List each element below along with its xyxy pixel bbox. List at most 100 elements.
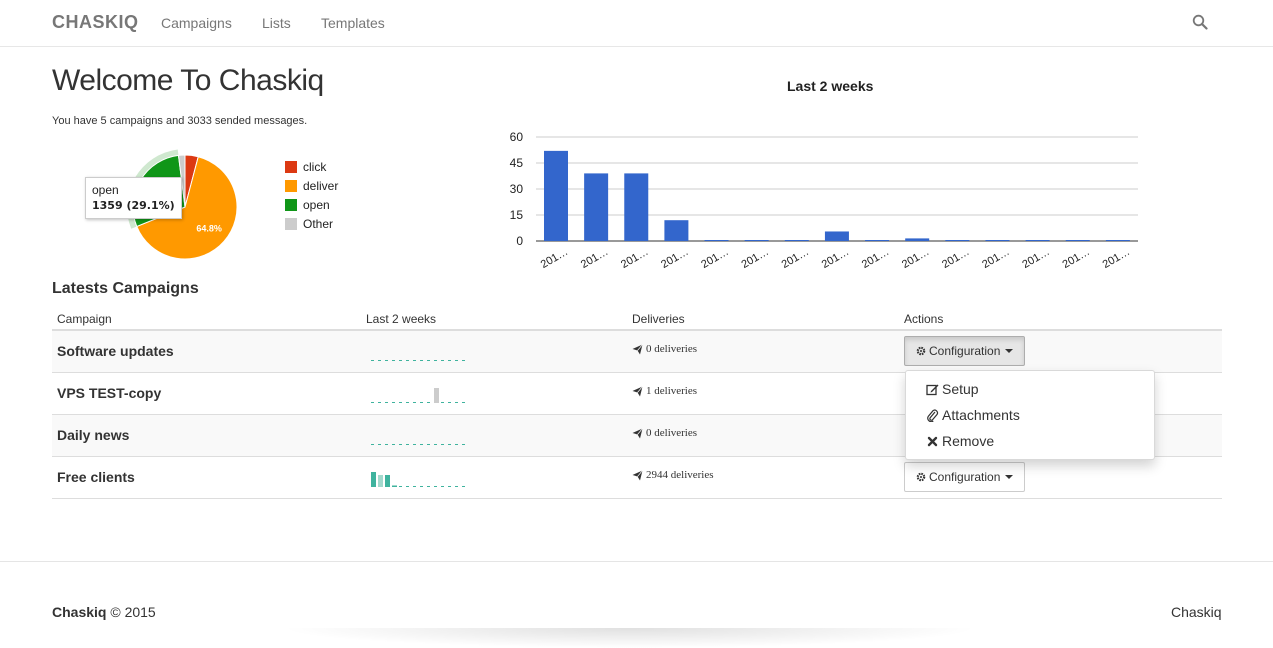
x-tick-label: 201… bbox=[1020, 246, 1051, 271]
page-title: Welcome To Chaskiq bbox=[52, 64, 324, 97]
configuration-label: Configuration bbox=[929, 344, 1001, 358]
legend-item-other[interactable]: Other bbox=[285, 214, 338, 233]
dropdown-item-remove[interactable]: Remove bbox=[906, 428, 1154, 454]
legend-swatch bbox=[285, 198, 297, 211]
sparkline bbox=[371, 388, 467, 403]
x-tick-label: 201… bbox=[860, 246, 891, 271]
table-row: Free clients 2944 deliveries Configuration bbox=[52, 457, 1222, 499]
campaigns-title: Latests Campaigns bbox=[52, 280, 199, 297]
x-tick-label: 201… bbox=[900, 246, 931, 271]
footer-brand: Chaskiq bbox=[52, 604, 107, 620]
bar[interactable] bbox=[985, 240, 1010, 241]
sparkline-cell bbox=[361, 457, 627, 498]
bar[interactable] bbox=[664, 220, 689, 241]
nav-campaigns[interactable]: Campaigns bbox=[161, 15, 232, 31]
x-tick-label: 201… bbox=[1061, 246, 1092, 271]
configuration-button[interactable]: Configuration bbox=[904, 462, 1026, 492]
search-icon[interactable] bbox=[1192, 14, 1208, 30]
pie-slice-deliver[interactable] bbox=[136, 156, 238, 260]
footer-year: © 2015 bbox=[110, 604, 156, 620]
table-row: VPS TEST-copy 1 deliveries bbox=[52, 373, 1222, 415]
footer-divider bbox=[0, 561, 1273, 562]
campaign-name[interactable]: Software updates bbox=[57, 343, 174, 359]
dropdown-item-attachments[interactable]: Attachments bbox=[906, 402, 1154, 428]
paper-plane-icon bbox=[632, 344, 643, 355]
deliveries-cell: 0 deliveries bbox=[627, 415, 899, 456]
legend-item-open[interactable]: open bbox=[285, 195, 338, 214]
dropdown-item-setup[interactable]: Setup bbox=[906, 376, 1154, 402]
bar[interactable] bbox=[784, 240, 809, 241]
x-tick-label: 201… bbox=[820, 246, 851, 271]
bar-chart: 60 45 30 15 0 201… 201… 201… 201… 201… 201… 201… 201… bbox=[510, 130, 1138, 271]
bar[interactable] bbox=[544, 150, 568, 241]
campaign-name[interactable]: Free clients bbox=[57, 469, 135, 485]
bar[interactable] bbox=[584, 173, 609, 241]
sparkline-cell bbox=[361, 331, 627, 372]
x-tick-label: 201… bbox=[739, 246, 770, 271]
deliveries-count: 2944 deliveries bbox=[646, 469, 714, 481]
deliveries-count: 0 deliveries bbox=[646, 427, 698, 439]
x-tick-label: 201… bbox=[619, 246, 650, 271]
header-deliveries: Deliveries bbox=[632, 312, 685, 326]
dropdown-label-remove: Remove bbox=[942, 433, 995, 449]
bar[interactable] bbox=[1105, 240, 1130, 241]
paper-plane-icon bbox=[632, 470, 643, 481]
y-tick-label: 45 bbox=[510, 156, 524, 170]
tooltip-label: open bbox=[92, 183, 119, 197]
gear-icon bbox=[916, 472, 926, 482]
legend-swatch bbox=[285, 179, 297, 192]
dropdown-label-attachments: Attachments bbox=[942, 407, 1020, 423]
bar[interactable] bbox=[865, 240, 890, 241]
footer-shadow bbox=[280, 628, 980, 648]
sparkline-bar bbox=[392, 485, 397, 487]
pie-legend: click deliver open Other bbox=[285, 157, 338, 233]
edit-icon bbox=[926, 384, 939, 395]
legend-item-deliver[interactable]: deliver bbox=[285, 176, 338, 195]
sparkline-cell bbox=[361, 415, 627, 456]
nav-templates[interactable]: Templates bbox=[321, 15, 385, 31]
configuration-label: Configuration bbox=[929, 470, 1001, 484]
chart-title: Last 2 weeks bbox=[787, 78, 874, 94]
bar[interactable] bbox=[1065, 240, 1090, 241]
x-tick-label: 201… bbox=[780, 246, 811, 271]
deliveries-count: 1 deliveries bbox=[646, 385, 698, 397]
caret-down-icon bbox=[1005, 349, 1014, 353]
bar[interactable] bbox=[824, 231, 849, 241]
sparkline-bar bbox=[434, 388, 439, 403]
sparkline-cell bbox=[361, 373, 627, 414]
campaign-name[interactable]: VPS TEST-copy bbox=[57, 385, 162, 401]
table-row: Software updates 0 deliveries Configuratio… bbox=[52, 331, 1222, 373]
sparkline-bar bbox=[385, 475, 390, 487]
y-tick-label: 0 bbox=[516, 234, 523, 248]
y-tick-label: 60 bbox=[510, 130, 524, 144]
deliveries-count: 0 deliveries bbox=[646, 343, 698, 355]
sparkline-bar bbox=[378, 475, 383, 487]
deliveries-cell: 1 deliveries bbox=[627, 373, 899, 414]
bar[interactable] bbox=[704, 240, 729, 241]
x-tick-label: 201… bbox=[940, 246, 971, 271]
brand-logo[interactable]: CHASKIQ bbox=[52, 12, 139, 32]
campaign-name[interactable]: Daily news bbox=[57, 427, 130, 443]
navbar: CHASKIQ Campaigns Lists Templates bbox=[0, 0, 1273, 47]
legend-label: open bbox=[303, 197, 330, 212]
paper-plane-icon bbox=[632, 386, 643, 397]
sparkline bbox=[371, 444, 467, 445]
legend-label: deliver bbox=[303, 178, 339, 193]
bar[interactable] bbox=[905, 238, 930, 241]
legend-item-click[interactable]: click bbox=[285, 157, 338, 176]
pie-slice-open-highlight bbox=[126, 149, 179, 229]
bar[interactable] bbox=[945, 240, 970, 241]
x-tick-label: 201… bbox=[980, 246, 1011, 271]
bar[interactable] bbox=[624, 173, 649, 241]
x-tick-label: 201… bbox=[699, 246, 730, 271]
nav-lists[interactable]: Lists bbox=[262, 15, 291, 31]
legend-label: click bbox=[303, 159, 327, 174]
configuration-button[interactable]: Configuration bbox=[904, 336, 1026, 366]
paperclip-icon bbox=[927, 409, 939, 422]
bar[interactable] bbox=[1025, 240, 1050, 241]
footer-right-brand[interactable]: Chaskiq bbox=[1171, 604, 1222, 620]
bar[interactable] bbox=[744, 240, 769, 241]
footer-copyright: Chaskiq © 2015 bbox=[52, 604, 156, 620]
paper-plane-icon bbox=[632, 428, 643, 439]
gear-icon bbox=[916, 346, 926, 356]
